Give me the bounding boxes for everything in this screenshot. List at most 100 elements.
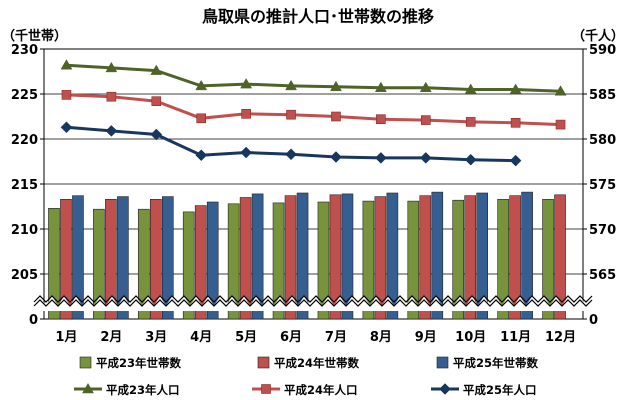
bar-2	[149, 199, 162, 320]
chart-title: 鳥取県の推計人口･世帯数の推移	[202, 7, 434, 26]
bar-3	[206, 201, 219, 320]
bar-3	[476, 192, 489, 320]
legend-label: 平成25年人口	[463, 383, 537, 397]
bar-2	[554, 194, 566, 320]
line-point-2	[555, 119, 566, 130]
right-axis-unit: （千人）	[572, 28, 624, 44]
right-tick-label: 580	[589, 133, 616, 148]
bar-1	[542, 199, 554, 320]
line-point-1	[464, 83, 477, 94]
bar-2	[194, 205, 207, 320]
axis-break-mask	[34, 296, 596, 311]
x-tick-label: 5月	[235, 330, 257, 345]
line-point-1	[105, 61, 118, 73]
x-tick-label: 11月	[500, 330, 531, 345]
line-point-3	[60, 121, 73, 134]
bar-2	[419, 195, 432, 320]
bar-2	[284, 195, 297, 320]
line-point-1	[374, 81, 387, 92]
bar-3	[341, 193, 354, 320]
line-series-2	[66, 93, 561, 127]
legend-marker-1	[82, 383, 94, 394]
right-tick-label: 565	[589, 268, 616, 283]
line-point-1	[285, 79, 297, 91]
line-point-3	[509, 154, 522, 167]
legend-label: 平成23年人口	[106, 383, 180, 397]
bar-1	[362, 200, 375, 320]
line-point-2	[106, 91, 117, 102]
bar-3	[431, 191, 444, 320]
right-tick-label: 585	[589, 88, 616, 103]
bar-1	[407, 200, 420, 320]
bar-3	[296, 192, 309, 320]
line-series-1	[66, 63, 561, 93]
line-point-2	[376, 114, 386, 124]
line-point-2	[331, 111, 341, 122]
legend-swatch-bar-1	[79, 356, 92, 369]
bar-1	[227, 203, 240, 320]
bar-3	[72, 195, 84, 320]
legend-swatch-bar-2	[257, 356, 270, 369]
right-tick-label: 0	[589, 313, 598, 328]
line-point-1	[419, 81, 432, 92]
bar-3	[117, 196, 129, 320]
bar-1	[182, 211, 195, 320]
bar-2	[509, 195, 521, 320]
left-tick-label: 205	[11, 268, 38, 283]
bar-1	[48, 208, 60, 320]
axis-break-line	[33, 295, 593, 303]
line-point-1	[509, 83, 522, 94]
line-point-1	[150, 64, 163, 75]
line-point-2	[61, 90, 72, 100]
legend-label: 平成23年世帯数	[96, 356, 182, 370]
x-tick-label: 6月	[280, 330, 302, 345]
bar-2	[374, 196, 387, 320]
left-tick-label: 215	[11, 178, 38, 193]
line-point-2	[286, 109, 296, 120]
x-tick-label: 1月	[55, 330, 77, 345]
line-point-2	[196, 113, 207, 124]
bar-2	[239, 197, 252, 320]
line-point-1	[240, 78, 253, 89]
legend-label: 平成25年世帯数	[453, 356, 539, 370]
line-point-1	[330, 80, 342, 92]
x-tick-label: 7月	[325, 330, 347, 345]
x-tick-label: 8月	[370, 330, 392, 345]
left-tick-label: 220	[11, 133, 38, 148]
line-point-3	[419, 152, 432, 164]
legend-swatch-bar-3	[436, 356, 449, 369]
right-tick-label: 575	[589, 178, 616, 193]
bar-3	[521, 191, 533, 320]
line-point-3	[240, 146, 252, 159]
line-point-3	[285, 148, 297, 161]
line-point-3	[105, 125, 118, 137]
axis-break-line	[33, 299, 593, 307]
line-point-2	[510, 118, 521, 128]
bar-1	[317, 201, 330, 320]
bar-1	[272, 202, 285, 320]
x-tick-label: 2月	[100, 330, 122, 345]
legend-label: 平成24年世帯数	[274, 356, 360, 370]
left-axis-unit: （千世帯）	[2, 28, 67, 44]
x-tick-label: 10月	[455, 330, 486, 345]
bar-1	[452, 199, 465, 320]
bar-1	[497, 199, 509, 320]
line-point-3	[464, 153, 477, 166]
left-tick-label: 210	[11, 223, 38, 238]
bar-2	[464, 195, 477, 320]
bar-1	[137, 208, 150, 320]
x-tick-label: 4月	[190, 330, 212, 345]
left-tick-label: 230	[11, 43, 38, 58]
line-point-2	[420, 115, 431, 125]
line-point-3	[195, 149, 208, 162]
x-tick-label: 3月	[145, 330, 167, 345]
legend-label: 平成24年人口	[284, 383, 358, 397]
bar-3	[251, 193, 264, 320]
line-point-1	[60, 59, 73, 70]
legend-marker-3	[439, 383, 451, 395]
line-point-1	[554, 85, 567, 96]
bar-1	[93, 208, 105, 320]
x-tick-label: 9月	[415, 330, 437, 345]
